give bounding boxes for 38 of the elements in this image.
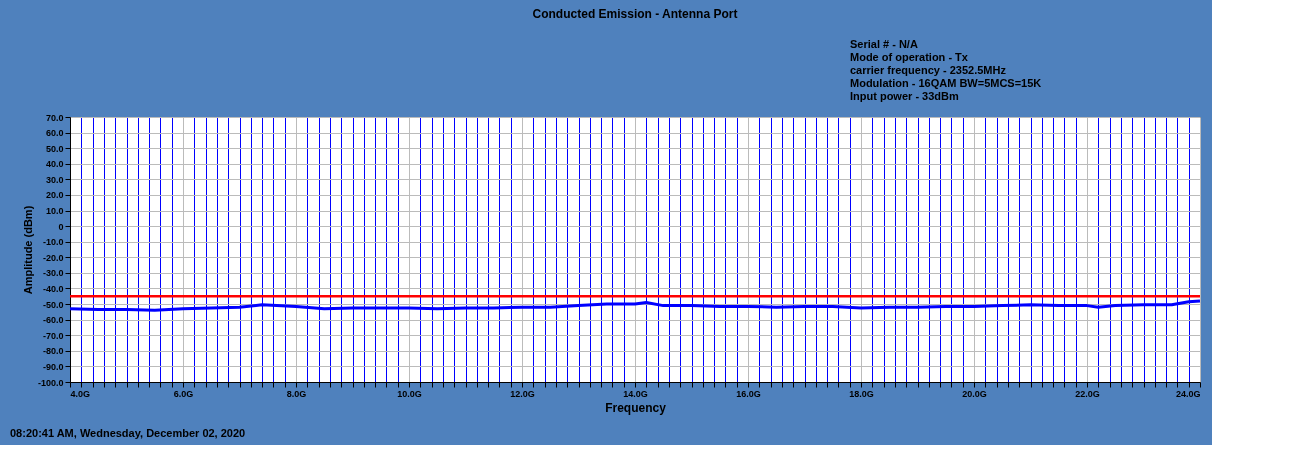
- y-tick-label: -50.0: [42, 299, 64, 310]
- x-tick-label: 20.0G: [962, 388, 987, 399]
- y-tick-label: -60.0: [42, 315, 64, 326]
- x-tick-label: 24.0G: [1175, 388, 1201, 399]
- x-tick-label: 8.0G: [286, 388, 307, 399]
- text: carrier frequency - 2352.5MHz: [850, 64, 1007, 76]
- y-tick-label: -70.0: [42, 330, 64, 341]
- y-tick-label: 30.0: [45, 174, 64, 185]
- y-tick-label: 10.0: [45, 206, 64, 217]
- y-tick-label: 20.0: [45, 190, 64, 201]
- y-tick-label: -10.0: [42, 237, 64, 248]
- chart-title: Conducted Emission - Antenna Port: [532, 7, 738, 21]
- y-tick-label: 0: [58, 221, 64, 232]
- text: Serial # - N/A: [850, 38, 918, 50]
- y-axis-title: Amplitude (dBm): [21, 205, 34, 295]
- text: Mode of operation - Tx: [850, 51, 969, 63]
- y-tick-label: 70.0: [45, 112, 64, 123]
- text: 08:20:41 AM, Wednesday, December 02, 2020: [10, 427, 246, 439]
- y-tick-label: 60.0: [45, 128, 64, 139]
- x-tick-label: 12.0G: [510, 388, 535, 399]
- text: Modulation - 16QAM BW=5MCS=15K: [850, 77, 1042, 89]
- x-tick-label: 10.0G: [397, 388, 422, 399]
- y-tick-label: 40.0: [45, 159, 64, 170]
- y-tick-label: -80.0: [42, 346, 64, 357]
- x-tick-label: 4.0G: [70, 388, 91, 399]
- x-axis-title: Frequency: [605, 400, 667, 415]
- y-tick-label: -30.0: [42, 268, 64, 279]
- x-tick-label: 16.0G: [736, 388, 761, 399]
- x-tick-label: 6.0G: [173, 388, 194, 399]
- x-tick-label: 22.0G: [1075, 388, 1100, 399]
- x-tick-label: 18.0G: [849, 388, 874, 399]
- y-tick-label: -20.0: [42, 252, 64, 263]
- y-tick-label: -100.0: [37, 377, 64, 388]
- y-tick-label: -40.0: [42, 283, 64, 294]
- x-tick-label: 14.0G: [623, 388, 648, 399]
- y-tick-label: 50.0: [45, 143, 64, 154]
- y-tick-label: -90.0: [42, 361, 64, 372]
- text: Input power - 33dBm: [850, 90, 959, 102]
